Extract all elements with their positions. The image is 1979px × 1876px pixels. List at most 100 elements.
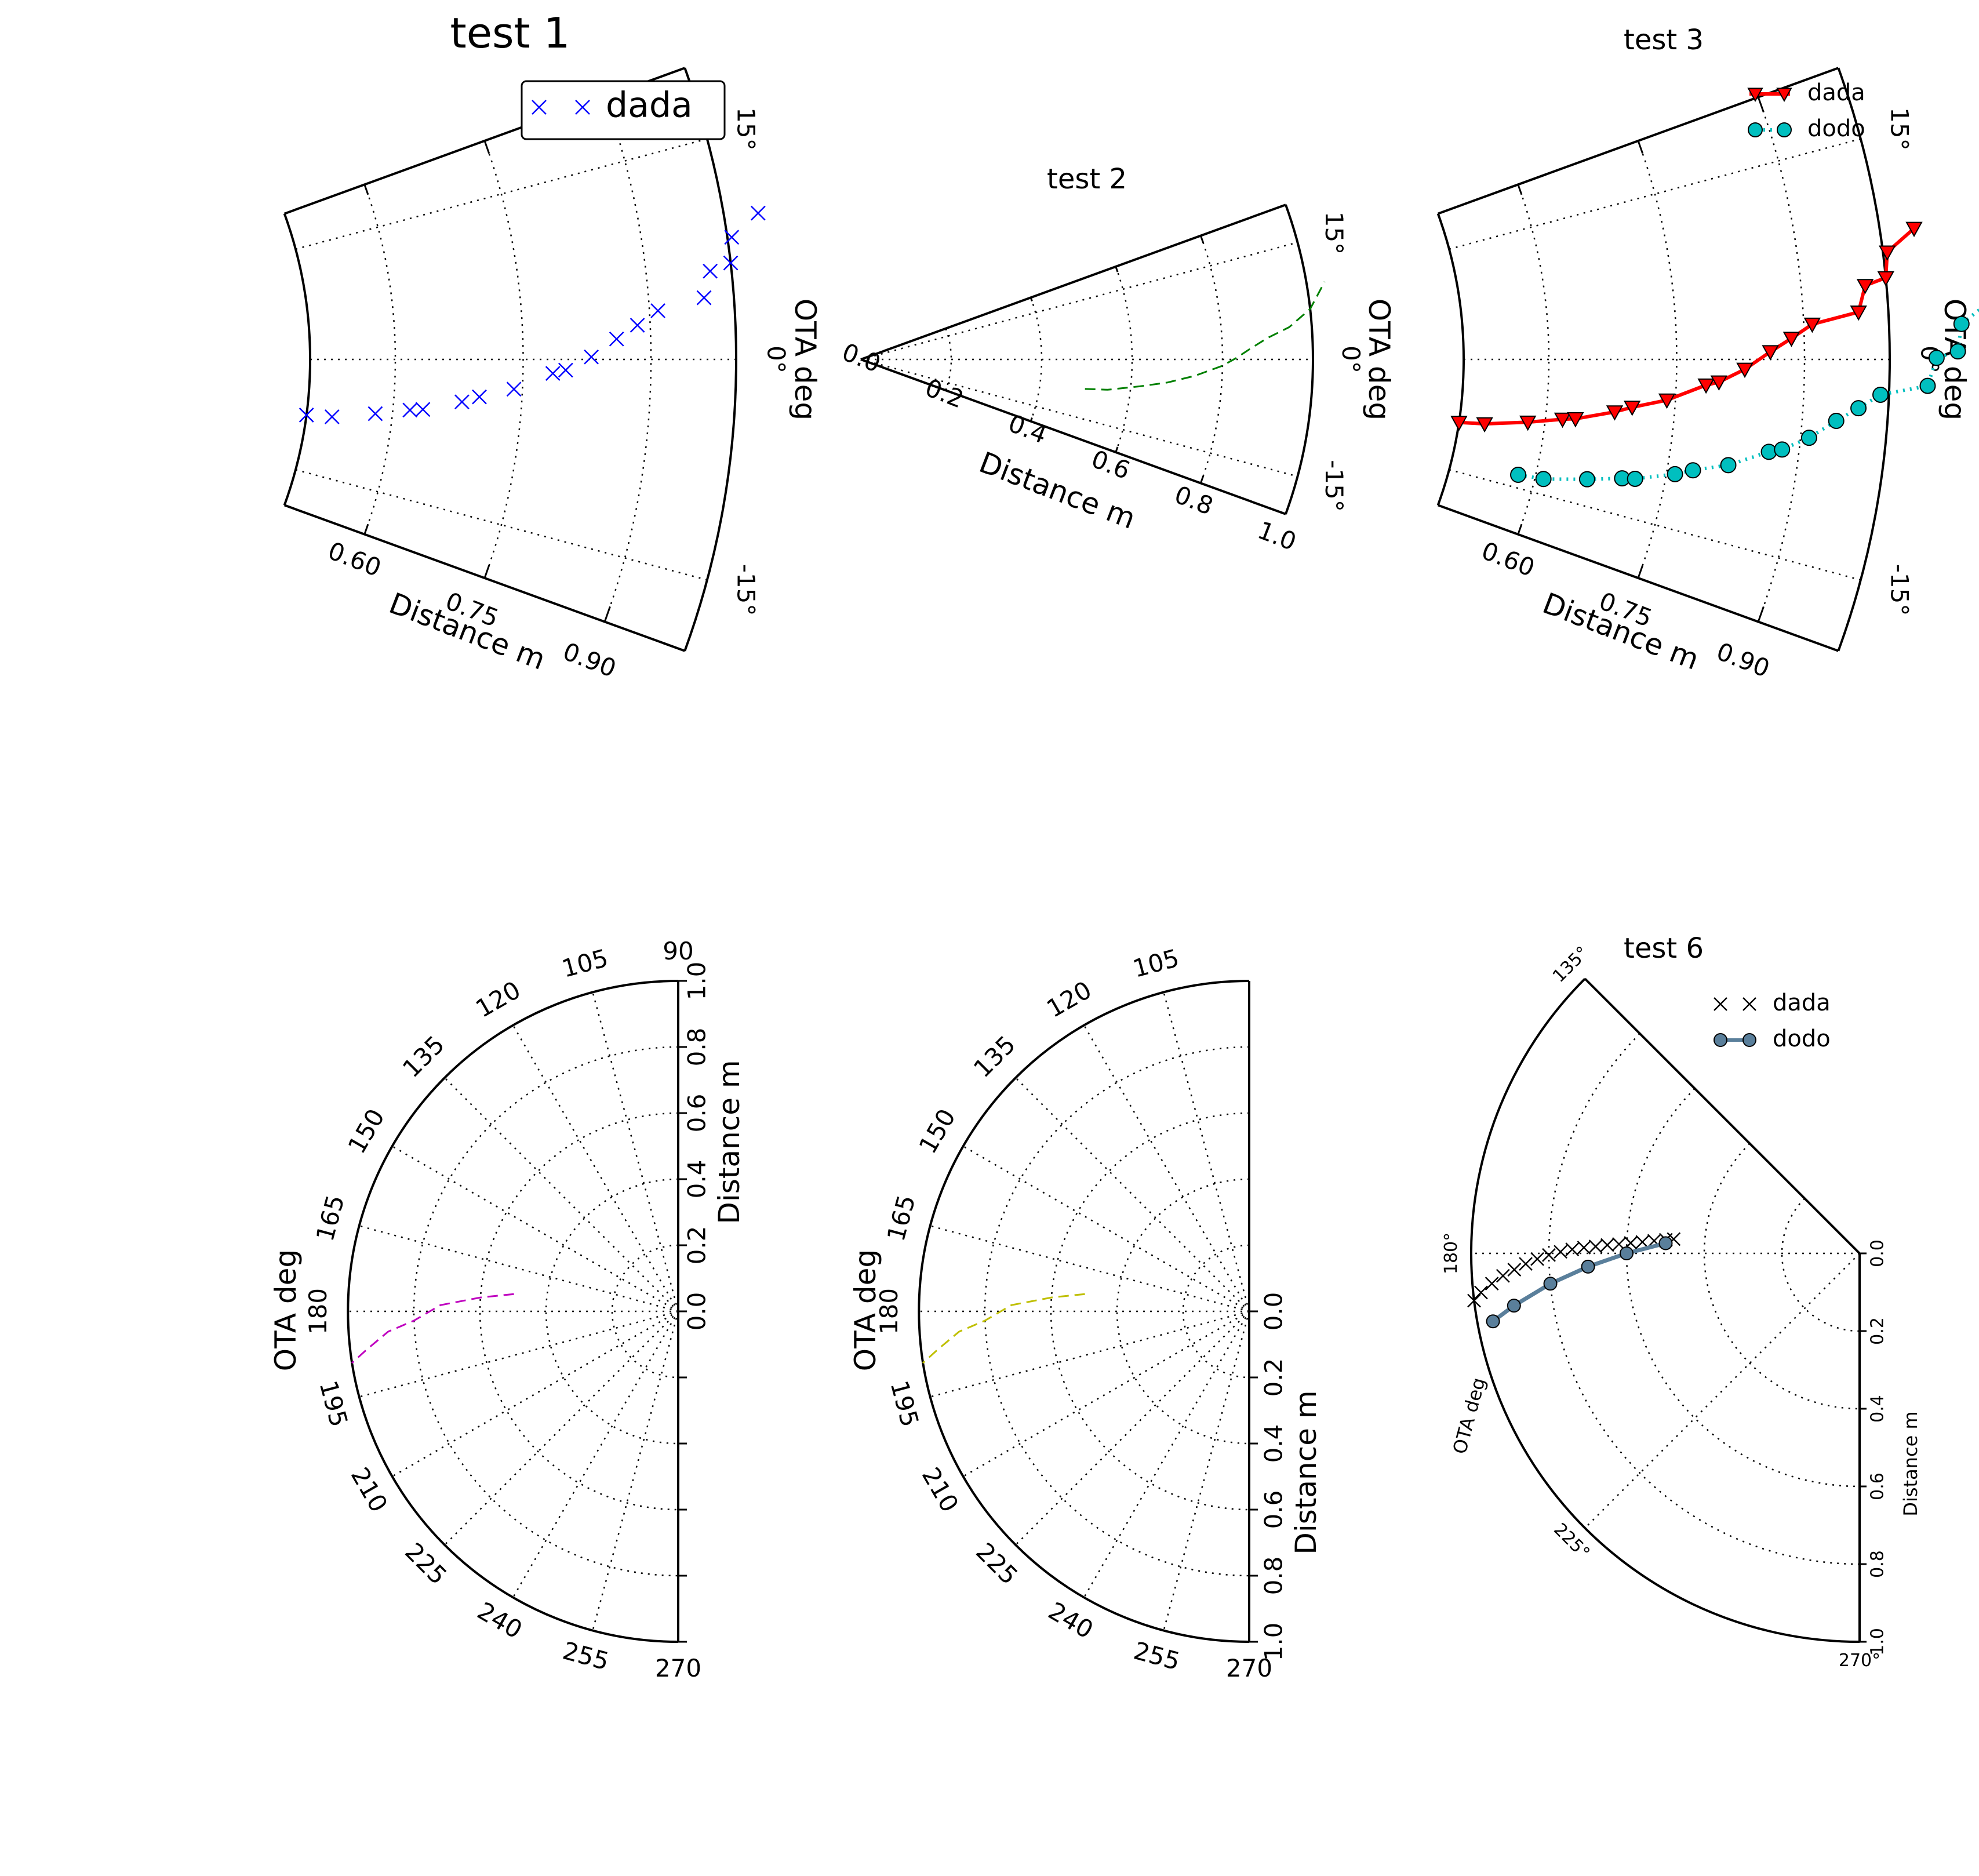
chart1-frame-inner bbox=[283, 213, 311, 506]
chart3-series-1-point bbox=[1476, 417, 1493, 433]
chart3-series-1-point bbox=[1554, 412, 1571, 428]
chart2-rtick-top bbox=[945, 328, 948, 331]
chart3-series-1-point bbox=[1658, 393, 1676, 409]
chart3-legend-label: dada bbox=[1807, 79, 1865, 106]
chart4-rtick-label: 0.8 bbox=[683, 1028, 711, 1067]
chart3-series-2-point bbox=[1872, 386, 1889, 403]
chart6-ttick-label: 270° bbox=[1839, 1650, 1880, 1671]
chart3-ttick-label: -15° bbox=[1885, 564, 1913, 616]
chart6-legend-label: dada bbox=[1773, 990, 1831, 1016]
chart6-series-1-point bbox=[1554, 1245, 1567, 1259]
chart5-ttick-label: 270 bbox=[1226, 1654, 1272, 1682]
chart3-legend-marker bbox=[1776, 88, 1792, 103]
chart5-series-1-line bbox=[922, 1293, 1085, 1364]
chart3-series-1-point bbox=[1879, 245, 1896, 261]
chart1-rtick-bottom bbox=[363, 523, 369, 535]
chart3-series-2-point bbox=[1850, 400, 1867, 417]
chart1-ttick-label: 0° bbox=[762, 346, 791, 373]
chart5-frame-outer bbox=[918, 980, 1250, 1643]
chart3-series-2-point bbox=[1510, 467, 1527, 483]
chart1-rtick-top bbox=[483, 140, 490, 154]
chart2-rtick-top bbox=[1285, 204, 1290, 214]
chart3-series-2-point bbox=[1578, 471, 1595, 488]
chart1-series-1-point bbox=[545, 366, 561, 381]
chart1-title: test 1 bbox=[450, 9, 570, 57]
chart2-rtick-top bbox=[1029, 297, 1033, 301]
chart1-series-1-point bbox=[630, 318, 645, 333]
chart3-rtick-bottom bbox=[1757, 606, 1765, 622]
chart1-rtick-top bbox=[363, 184, 369, 195]
chart2-ttick-label: -15° bbox=[1320, 460, 1348, 512]
chart6-xlabel: Distance m bbox=[1900, 1411, 1922, 1516]
chart6-rtick-label: 0.6 bbox=[1868, 1473, 1888, 1500]
chart6-title: test 6 bbox=[1624, 932, 1704, 965]
chart1-ttick-label: 15° bbox=[732, 107, 760, 150]
chart4-ttick-label: 90 bbox=[663, 937, 693, 965]
chart4-frame-outer bbox=[347, 980, 679, 1643]
chart2-series-1-line bbox=[1085, 281, 1326, 391]
chart3-series-1-point bbox=[1710, 375, 1728, 391]
chart6-rtick-label: 0.8 bbox=[1868, 1550, 1888, 1578]
chart3-series-2-point bbox=[1760, 443, 1777, 460]
chart5-rtick-label: 0.0 bbox=[1260, 1292, 1288, 1331]
chart1-grid-spoke bbox=[295, 138, 708, 250]
chart1-series-1-point bbox=[696, 290, 712, 306]
chart2-rtick-bottom bbox=[1199, 475, 1205, 483]
chart2-rtick-top bbox=[1199, 235, 1205, 243]
chart2-frame-edge bbox=[860, 358, 1286, 515]
chart2-grid-ring bbox=[1030, 297, 1043, 422]
chart6-series-1-point bbox=[1474, 1285, 1488, 1300]
chart1-series-1-point bbox=[609, 331, 624, 347]
chart1-series-1-point bbox=[506, 381, 522, 397]
chart1-series-1-point bbox=[558, 362, 573, 378]
chart6-series-1-point bbox=[1577, 1241, 1591, 1255]
chart1-legend-marker bbox=[575, 100, 590, 115]
chart3-series-1-point bbox=[1606, 405, 1624, 421]
chart6-legend-marker bbox=[1742, 997, 1756, 1011]
chart3-series-1-point bbox=[1905, 221, 1923, 238]
chart3-series-1-point bbox=[1736, 362, 1754, 379]
chart6-series-1-point bbox=[1485, 1277, 1499, 1291]
chart1-grid-spoke bbox=[295, 469, 708, 581]
chart3-series-2-point bbox=[1953, 315, 1970, 332]
chart1-series-1-point bbox=[584, 349, 599, 365]
chart3-series-2-point bbox=[1535, 471, 1552, 488]
chart4-rtick-label: 0.6 bbox=[683, 1094, 711, 1133]
chart3-series-2-point bbox=[1667, 466, 1683, 482]
chart6-series-1-point bbox=[1519, 1257, 1533, 1271]
chart3-series-2-point bbox=[1800, 430, 1817, 446]
chart4-series-1-line bbox=[351, 1293, 514, 1364]
chart1-grid-ring bbox=[483, 140, 524, 579]
chart1-series-1-point bbox=[723, 255, 739, 271]
chart1-series-1-point bbox=[472, 389, 487, 405]
chart6-legend-marker bbox=[1714, 997, 1727, 1011]
chart3-series-2-point bbox=[1720, 457, 1737, 474]
chart4-ylabel: OTA deg bbox=[269, 1249, 303, 1371]
chart3-rtick-top bbox=[1757, 97, 1765, 113]
chart3-grid-spoke bbox=[1449, 469, 1861, 581]
chart6-series-2-point bbox=[1507, 1299, 1521, 1313]
chart3-legend-label: dodo bbox=[1807, 115, 1865, 142]
chart2-rtick-bottom bbox=[1029, 417, 1033, 422]
chart3-title: test 3 bbox=[1624, 24, 1704, 56]
chart2-rtick-bottom bbox=[945, 388, 948, 391]
chart2-rtick-top bbox=[1115, 266, 1119, 272]
chart3-series-1-point bbox=[1519, 415, 1537, 431]
chart3-grid-ring bbox=[1517, 184, 1550, 535]
chart6-rtick-label: 0.4 bbox=[1868, 1395, 1888, 1423]
chart3-rtick-top bbox=[1517, 184, 1523, 195]
chart6-series-2-point bbox=[1581, 1259, 1595, 1274]
chart3-legend-marker bbox=[1777, 122, 1792, 137]
chart2-grid-spoke bbox=[860, 358, 1298, 478]
chart3-series-1-point bbox=[1697, 378, 1715, 394]
chart1-series-1-point bbox=[750, 205, 766, 221]
chart3-frame-outer bbox=[1837, 67, 1891, 652]
chart3-series-2-point bbox=[1774, 441, 1791, 458]
chart6-series-1-point bbox=[1600, 1238, 1614, 1252]
chart3-ttick-label: 15° bbox=[1885, 107, 1913, 150]
chart3-frame-edge bbox=[1437, 504, 1839, 652]
chart6-rtick-label: 0.2 bbox=[1868, 1317, 1888, 1345]
chart5-xlabel: Distance m bbox=[1289, 1390, 1323, 1554]
chart6-series-1-point bbox=[1542, 1248, 1556, 1262]
